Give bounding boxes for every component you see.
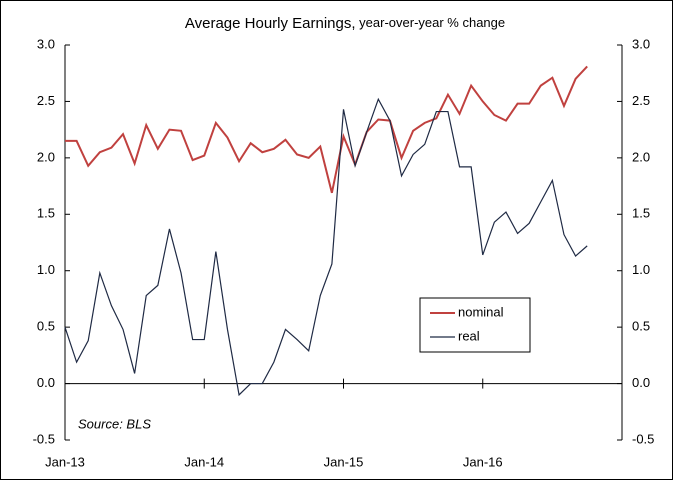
series-line xyxy=(64,97,588,397)
x-tick-label: Jan-16 xyxy=(463,454,503,469)
legend xyxy=(419,297,531,353)
y-tick-label: 2.0 xyxy=(37,149,55,164)
title: Average Hourly Earnings, xyxy=(185,15,356,32)
y2-tick-label: 0.0 xyxy=(632,375,650,390)
x-tick-label: Jan-14 xyxy=(184,454,224,469)
y2-tick-label: 2.0 xyxy=(632,149,650,164)
y-tick-label: 2.5 xyxy=(37,93,55,108)
y-tick-label: 3.0 xyxy=(37,36,55,51)
series-line xyxy=(65,65,588,194)
y-tick-label: 1.0 xyxy=(37,262,55,277)
y-tick-label: 1.5 xyxy=(37,206,55,221)
y2-tick-label: 2.5 xyxy=(632,93,650,108)
subtitle: year-over-year % change xyxy=(359,15,505,30)
x-tick-label: Jan-13 xyxy=(45,454,85,469)
y2-tick-label: 1.0 xyxy=(632,262,650,277)
y-tick-label: 0.5 xyxy=(37,319,55,334)
y-tick-label: -0.5 xyxy=(33,431,55,446)
y-tick-label: 0.0 xyxy=(37,375,55,390)
legend-label: nominal xyxy=(458,304,504,319)
y2-tick-label: 1.5 xyxy=(632,206,650,221)
y2-tick-label: -0.5 xyxy=(632,431,654,446)
y2-tick-label: 0.5 xyxy=(632,319,650,334)
legend-label: real xyxy=(458,328,480,343)
annotation: Source: BLS xyxy=(78,416,151,431)
x-tick-label: Jan-15 xyxy=(324,454,364,469)
y2-tick-label: 3.0 xyxy=(632,36,650,51)
chart-title: Average Hourly Earnings, year-over-year … xyxy=(185,15,505,32)
